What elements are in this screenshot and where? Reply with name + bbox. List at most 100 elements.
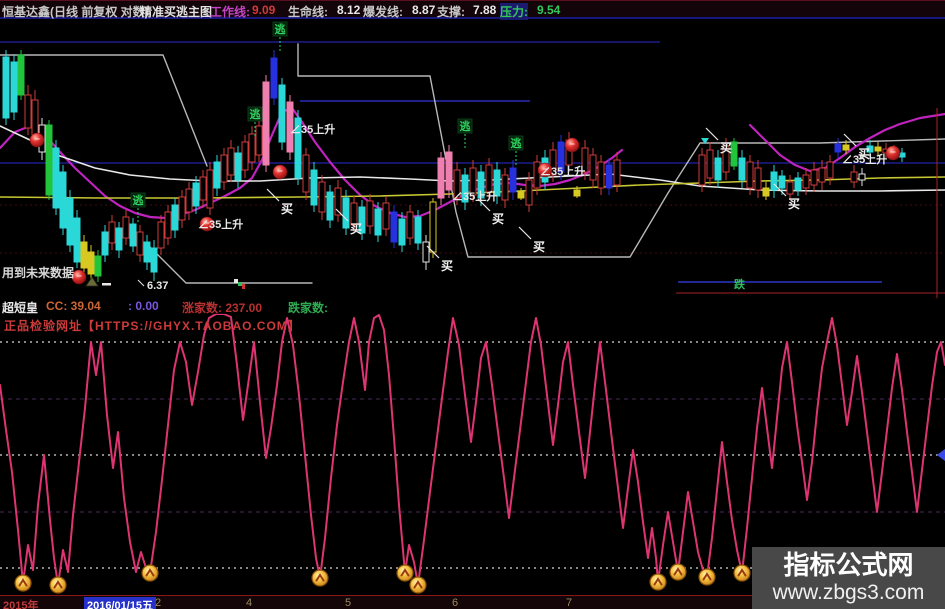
candle-body bbox=[802, 174, 810, 189]
escape-label-box bbox=[247, 106, 263, 122]
chevron-up-icon bbox=[315, 573, 325, 582]
candle-body bbox=[414, 216, 422, 244]
candle-body bbox=[115, 227, 123, 251]
candle-body bbox=[778, 175, 786, 189]
dash-mark bbox=[102, 283, 111, 286]
candle-body bbox=[754, 167, 762, 191]
chevron-up-icon bbox=[653, 577, 663, 586]
buy-signal-coin-icon bbox=[14, 574, 32, 592]
buy-label: 买 bbox=[788, 197, 800, 211]
buy-label: 买 bbox=[533, 240, 545, 254]
candle-body bbox=[45, 124, 53, 196]
header-field-value: 8.12 bbox=[337, 3, 361, 17]
candle-body bbox=[213, 161, 221, 189]
candle-body bbox=[2, 56, 10, 119]
candle-body bbox=[477, 171, 485, 199]
buy-signal-coin-icon bbox=[409, 576, 427, 594]
site-watermark: 指标公式网 www.zbgs3.com bbox=[752, 547, 945, 609]
future-data-warning: 用到未来数据 bbox=[1, 265, 74, 280]
status-item: 超短皇 bbox=[2, 301, 39, 315]
candle-body bbox=[382, 202, 390, 230]
candle-body bbox=[294, 117, 302, 179]
angle-rise-label: ∠35上升 bbox=[452, 189, 497, 203]
buy-leader-line bbox=[335, 208, 349, 222]
buy-signal-coin-icon bbox=[141, 564, 159, 582]
channel-line bbox=[149, 246, 313, 284]
axis-month-label: 7 bbox=[566, 597, 573, 609]
candle-body bbox=[762, 187, 770, 197]
candle-body bbox=[241, 141, 249, 171]
candle-body bbox=[818, 167, 826, 183]
candle-body bbox=[17, 54, 25, 96]
angle-rise-label: ∠35上升 bbox=[540, 164, 585, 178]
chart-header: 恒基达鑫(日线 前复权 对数) 精准买逃主图 工作线: 9.09 生命线: 8.12 爆… bbox=[0, 0, 945, 20]
watermark-site-name: 指标公式网 bbox=[783, 550, 914, 580]
candle-body bbox=[24, 94, 32, 129]
buy-leader-line bbox=[477, 198, 491, 212]
candle-body bbox=[94, 255, 102, 277]
anti-fake-notice: 正品检验网址【HTTPS://GHYX.TAOBAO.COM】 bbox=[4, 319, 301, 333]
candle-body bbox=[842, 144, 850, 151]
status-item: 涨家数: 237.00 bbox=[182, 301, 263, 315]
candle-body bbox=[178, 196, 186, 221]
angle-rise-label: ∠35上升 bbox=[290, 122, 335, 136]
header-field-label: 压力: bbox=[500, 3, 528, 20]
header-field-value: 7.88 bbox=[473, 3, 497, 17]
low-price-label: 6.37 bbox=[147, 280, 168, 292]
angle-rise-label: ∠35上升 bbox=[198, 217, 243, 231]
candle-body bbox=[834, 143, 842, 153]
candle-body bbox=[722, 145, 730, 173]
buy-label: 买 bbox=[441, 259, 453, 273]
candle-body bbox=[318, 181, 326, 213]
candle-body bbox=[605, 164, 613, 189]
escape-label: 逃 bbox=[133, 193, 145, 207]
candle-body bbox=[101, 231, 109, 256]
candle-body bbox=[192, 182, 200, 207]
candle-body bbox=[509, 167, 517, 193]
candle-body bbox=[422, 241, 430, 263]
candle-body bbox=[129, 223, 137, 247]
sell-ball-icon bbox=[71, 269, 87, 285]
candle-body bbox=[517, 191, 525, 199]
candle-body bbox=[199, 176, 207, 201]
candle-body bbox=[770, 171, 778, 191]
watermark-url: www.zbgs3.com bbox=[772, 581, 925, 604]
buy-label: 买 bbox=[492, 212, 504, 226]
candle-body bbox=[469, 167, 477, 196]
axis-year-label: 2015年 bbox=[3, 600, 39, 609]
escape-label: 逃 bbox=[511, 136, 523, 150]
candle-body bbox=[157, 221, 165, 249]
buy-leader-line bbox=[426, 245, 440, 259]
candle-body bbox=[286, 101, 294, 153]
candle-body bbox=[549, 149, 557, 176]
candle-body bbox=[794, 177, 802, 191]
buy-label: 买 bbox=[350, 222, 362, 236]
candle-body bbox=[429, 201, 437, 253]
candle-body bbox=[10, 61, 18, 113]
escape-label-box bbox=[272, 21, 288, 37]
candle-body bbox=[358, 206, 366, 234]
candle-body bbox=[866, 145, 874, 153]
candle-body bbox=[406, 211, 414, 239]
buy-signal-coin-icon bbox=[396, 564, 414, 582]
scroll-left-arrow-icon bbox=[937, 449, 945, 461]
candle-body bbox=[220, 154, 228, 183]
magenta-ma-line bbox=[0, 106, 624, 220]
escape-label-box bbox=[130, 192, 146, 208]
candle-body bbox=[493, 169, 501, 197]
chevron-up-icon bbox=[18, 578, 28, 587]
time-axis[interactable]: 2015年 2016/01/15五 2 4 5 6 7 bbox=[0, 595, 945, 609]
candle-body bbox=[573, 189, 581, 197]
candle-body bbox=[59, 171, 67, 229]
buy-leader-line bbox=[705, 127, 719, 141]
candle-body bbox=[485, 164, 493, 193]
yellow-ma-line bbox=[0, 176, 945, 199]
candle-body bbox=[525, 179, 533, 206]
candle-body bbox=[858, 173, 866, 181]
axis-month-label: 4 bbox=[246, 597, 253, 609]
candle-body bbox=[278, 84, 286, 143]
candle-body bbox=[52, 147, 60, 209]
candle-body bbox=[461, 174, 469, 203]
candle-body bbox=[350, 202, 358, 226]
